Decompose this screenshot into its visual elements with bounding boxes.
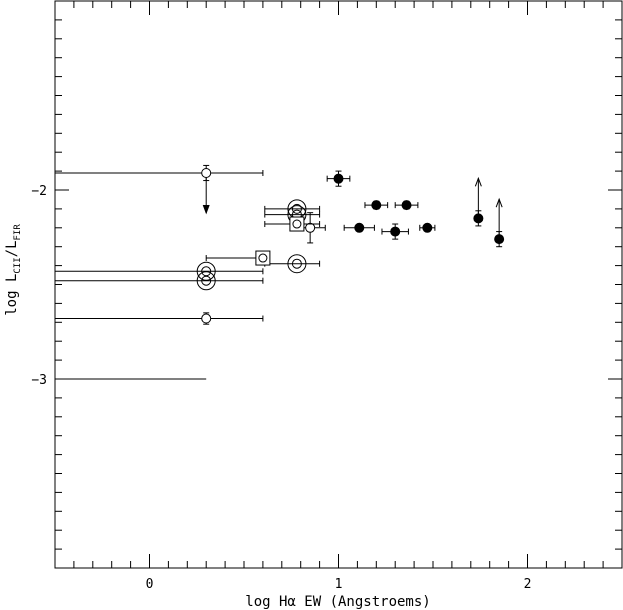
y-axis-label-prefix: log L [4, 274, 20, 316]
inner-ring [201, 275, 212, 286]
open-marker [201, 167, 212, 178]
x-axis-label: log Hα EW (Angstroems) [245, 594, 430, 610]
data-point [54, 376, 207, 382]
arrow-head [495, 197, 503, 208]
data-point [494, 197, 505, 248]
arrow-head [202, 204, 210, 215]
data-point [394, 200, 419, 211]
data-point [419, 222, 436, 233]
inner-ring [291, 203, 302, 214]
y-tick-label: −3 [31, 373, 47, 388]
filled-marker [333, 173, 344, 184]
x-tick-label: 2 [524, 577, 532, 592]
inner-ring [292, 219, 302, 229]
outer-ring [196, 271, 216, 291]
data-point [326, 170, 351, 187]
data-point [294, 212, 326, 244]
open-marker [305, 222, 316, 233]
data-point [54, 261, 264, 281]
filled-marker [401, 200, 412, 211]
outer-ring [287, 254, 307, 274]
open-marker [201, 313, 212, 324]
data-point [364, 200, 389, 211]
x-tick-label: 0 [146, 577, 154, 592]
inner-ring [258, 253, 268, 263]
filled-marker [473, 213, 484, 224]
x-tick-label: 1 [335, 577, 343, 592]
box-marker [289, 216, 305, 232]
data-points [54, 164, 505, 382]
box-marker [255, 250, 271, 266]
data-point [205, 250, 271, 266]
ticks [54, 0, 623, 569]
filled-marker [371, 200, 382, 211]
arrow-head [474, 176, 482, 187]
filled-marker [494, 234, 505, 245]
data-point [343, 222, 375, 233]
y-axis-label-num-sub: CII [13, 257, 23, 273]
filled-marker [354, 222, 365, 233]
data-point [473, 176, 484, 227]
y-axis-label-slash: /L [4, 240, 20, 257]
y-axis-label-den-sub: FIR [13, 224, 23, 241]
y-axis-label: log LCII/LFIR [4, 224, 23, 316]
data-point [54, 271, 264, 291]
filled-marker [422, 222, 433, 233]
data-point [381, 223, 409, 240]
data-point [264, 254, 321, 274]
inner-ring [291, 258, 302, 269]
plot-frame [54, 0, 623, 569]
data-point [54, 164, 264, 215]
data-point [264, 216, 321, 232]
data-point [54, 312, 264, 325]
filled-marker [390, 226, 401, 237]
y-tick-label: −2 [31, 184, 47, 199]
tick-labels: 0 1 2 −2 −3 [31, 184, 531, 592]
